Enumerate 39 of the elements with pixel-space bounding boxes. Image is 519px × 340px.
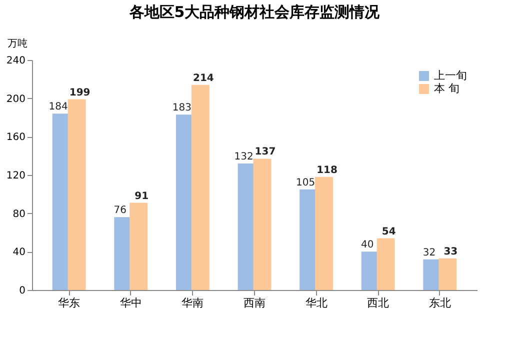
data-label: 105 [296,177,316,188]
bar [315,176,334,290]
legend-label: 上一旬 [434,69,467,82]
x-tick-label: 西北 [367,296,390,310]
data-label: 184 [48,102,68,113]
data-label: 33 [444,246,458,258]
x-tick-label: 东北 [428,296,451,310]
y-tick-label: 40 [12,247,26,258]
y-axis-title: 万吨 [8,38,28,50]
bar [68,99,86,290]
y-tick-label: 160 [6,132,26,144]
y-tick-label: 0 [19,286,26,296]
data-label: 132 [234,152,254,162]
data-label: 40 [361,240,374,251]
y-tick-label: 120 [6,170,26,182]
x-tick-label: 华南 [182,296,204,310]
data-label: 54 [382,226,396,238]
data-label: 214 [192,72,214,84]
data-label: 32 [422,247,436,258]
data-label: 199 [69,87,90,98]
data-label: 91 [134,190,149,202]
legend-label: 本 旬 [434,82,460,95]
chart-title: 各地区5大品种钢材社会库存监测情况 [128,3,381,21]
y-tick-label: 240 [6,56,26,66]
data-label: 76 [114,205,127,216]
y-tick-label: 200 [6,94,26,105]
x-tick-label: 华东 [58,296,80,310]
data-label: 118 [316,164,338,176]
bar [438,258,457,290]
bar [130,202,148,290]
data-label: 183 [172,102,192,114]
y-tick-label: 80 [12,208,26,220]
x-tick-label: 华中 [120,296,142,310]
bar [253,158,272,290]
data-label: 137 [254,146,276,158]
x-tick-label: 西南 [244,296,266,310]
bar [191,84,210,290]
bar [376,238,395,290]
x-tick-label: 华北 [305,296,328,310]
